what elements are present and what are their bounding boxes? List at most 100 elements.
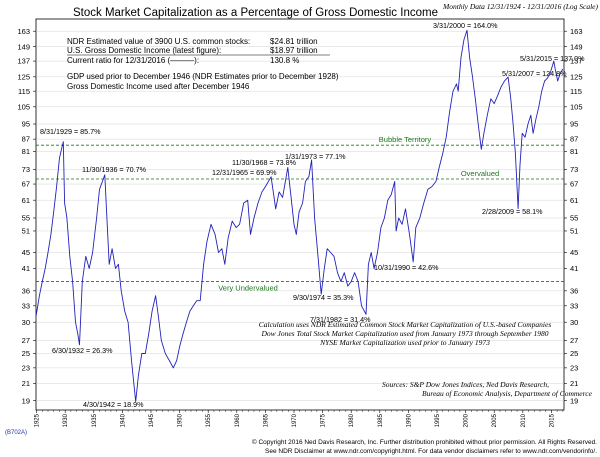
- y-tick-label-left: 21: [22, 379, 30, 388]
- x-tick-label: 1940: [120, 413, 126, 427]
- y-tick-label-left: 67: [22, 180, 30, 189]
- x-tick-label: 1985: [378, 413, 384, 427]
- reference-lines: Bubble Territory Overvalued Very Undervalu…: [36, 135, 564, 293]
- y-tick-label-right: 23: [570, 363, 578, 372]
- y-axis-right: 19 21 23 25 27 30 33 36 41 45 51 55 61 67 73 81 87 95 105 1…: [564, 27, 583, 405]
- x-tick-label: 1955: [206, 413, 212, 427]
- y-tick-label-right: 51: [570, 227, 578, 236]
- info-label-1: NDR Estimated value of 3900 U.S. common …: [67, 37, 250, 46]
- annotation-label: 9/30/1974 = 35.3%: [293, 293, 354, 302]
- y-tick-label-left: 27: [22, 336, 30, 345]
- calc-line-1: Calculation uses NDR Estimated Common St…: [259, 320, 552, 329]
- x-axis: 1925 1930 1935 1940 1945 1950 1955 1960 1965 1970…: [35, 410, 564, 427]
- info-note-2: Gross Domestic Income used after Decembe…: [67, 82, 250, 91]
- annotation-label: 8/31/1929 = 85.7%: [40, 127, 101, 136]
- chart-title: Stock Market Capitalization as a Percent…: [73, 7, 438, 19]
- y-tick-label-left: 73: [22, 165, 30, 174]
- y-tick-label-right: 21: [570, 379, 578, 388]
- chart-code: (B702A): [5, 430, 27, 436]
- annotation-label: 2/28/2009 = 58.1%: [482, 207, 543, 216]
- x-tick-label: 1925: [35, 413, 41, 427]
- y-tick-label-right: 61: [570, 196, 578, 205]
- x-tick-label: 1945: [149, 413, 155, 427]
- x-tick-label: 1980: [349, 413, 355, 427]
- y-tick-label-right: 27: [570, 336, 578, 345]
- x-tick-label: 2015: [549, 413, 555, 427]
- y-tick-label-left: 137: [17, 57, 30, 66]
- sources-line-2: Bureau of Economic Analysis, Department …: [422, 389, 593, 398]
- y-tick-label-left: 115: [18, 87, 30, 96]
- x-tick-label: 1935: [92, 413, 98, 427]
- y-tick-label-right: 55: [570, 214, 578, 223]
- y-tick-label-right: 41: [570, 264, 578, 273]
- y-tick-label-left: 61: [22, 196, 30, 205]
- info-box: NDR Estimated value of 3900 U.S. common …: [67, 37, 339, 91]
- y-tick-label-left: 33: [22, 301, 30, 310]
- y-axis-left: 19 21 23 25 27 30 33 36 41 45 51 55 61 67 73 81 87 95 105 1…: [17, 27, 36, 405]
- annotation-label: 6/30/1932 = 26.3%: [52, 346, 113, 355]
- y-tick-label-right: 30: [570, 318, 578, 327]
- x-tick-label: 2005: [492, 413, 498, 427]
- y-grid: [36, 31, 564, 401]
- y-tick-label-right: 45: [570, 248, 578, 257]
- series-layer: [35, 29, 564, 403]
- y-tick-label-right: 33: [570, 301, 578, 310]
- annotation-label: 7/31/1982 = 31.4%: [310, 315, 371, 324]
- sources-line-1: Sources: S&P Dow Jones Indices, Ned Davi…: [382, 380, 549, 389]
- x-tick-label: 2010: [521, 413, 527, 427]
- y-tick-label-left: 19: [22, 396, 30, 405]
- y-tick-label-right: 25: [570, 349, 578, 358]
- annotation-label: 1/31/1973 = 77.1%: [285, 152, 346, 161]
- info-note-1: GDP used prior to December 1946 (NDR Est…: [67, 72, 339, 81]
- y-tick-label-right: 19: [570, 396, 578, 405]
- y-tick-label-left: 149: [17, 42, 30, 51]
- reference-label: Very Undervalued: [218, 284, 278, 293]
- y-tick-label-left: 163: [17, 27, 30, 36]
- y-tick-label-right: 163: [570, 27, 583, 36]
- calc-footnote: Calculation uses NDR Estimated Common St…: [259, 320, 552, 347]
- y-tick-label-right: 73: [570, 165, 578, 174]
- info-label-2: U.S. Gross Domestic Income (latest figur…: [67, 46, 221, 55]
- x-tick-label: 1975: [321, 413, 327, 427]
- y-tick-label-left: 95: [22, 120, 30, 129]
- series-line: [35, 29, 564, 403]
- info-value-1: $24.81 trillion: [270, 37, 318, 46]
- annotation-label: 4/30/1942 = 18.9%: [83, 400, 144, 409]
- info-value-3: 130.8 %: [270, 56, 299, 65]
- y-tick-label-right: 36: [570, 286, 578, 295]
- info-label-3: Current ratio for 12/31/2016 (———):: [67, 56, 199, 65]
- y-tick-label-right: 81: [570, 147, 578, 156]
- y-tick-label-right: 137: [570, 57, 583, 66]
- y-tick-label-right: 105: [570, 102, 583, 111]
- calc-line-3: NYSE Market Capitalization used prior to…: [319, 338, 490, 347]
- annotation-label: 11/30/1936 = 70.7%: [82, 165, 147, 174]
- y-tick-label-left: 125: [17, 72, 30, 81]
- y-tick-label-left: 81: [22, 147, 30, 156]
- y-tick-label-left: 105: [17, 102, 30, 111]
- x-tick-label: 1960: [235, 413, 241, 427]
- y-tick-label-left: 45: [22, 248, 30, 257]
- annotation-label: 10/31/1990 = 42.6%: [374, 263, 439, 272]
- y-tick-label-right: 67: [570, 180, 578, 189]
- x-tick-label: 1965: [263, 413, 269, 427]
- y-tick-label-right: 125: [570, 72, 583, 81]
- y-tick-label-left: 41: [22, 264, 30, 273]
- y-tick-label-right: 95: [570, 120, 578, 129]
- y-tick-label-left: 36: [22, 286, 30, 295]
- copyright-line: © Copyright 2016 Ned Davis Research, Inc…: [252, 438, 597, 446]
- x-tick-label: 2000: [464, 413, 470, 427]
- annotation-label: 11/30/1968 = 73.8%: [232, 158, 297, 167]
- annotations: 8/31/1929 = 85.7% 11/30/1936 = 70.7% 6/30/…: [40, 21, 585, 409]
- reference-label: Overvalued: [461, 169, 499, 178]
- x-tick-label: 1970: [292, 413, 298, 427]
- y-tick-label-left: 25: [22, 349, 30, 358]
- annotation-label: 12/31/1965 = 69.9%: [212, 168, 277, 177]
- y-tick-label-right: 87: [570, 135, 578, 144]
- annotation-label: 3/31/2000 = 164.0%: [433, 21, 498, 30]
- calc-line-2: Dow Jones Total Stock Market Capitalizat…: [260, 329, 548, 338]
- info-value-2: $18.97 trillion: [270, 46, 318, 55]
- chart-subtitle: Monthly Data 12/31/1924 - 12/31/2016 (Lo…: [442, 2, 598, 11]
- y-tick-label-left: 51: [22, 227, 30, 236]
- x-tick-label: 1930: [63, 413, 69, 427]
